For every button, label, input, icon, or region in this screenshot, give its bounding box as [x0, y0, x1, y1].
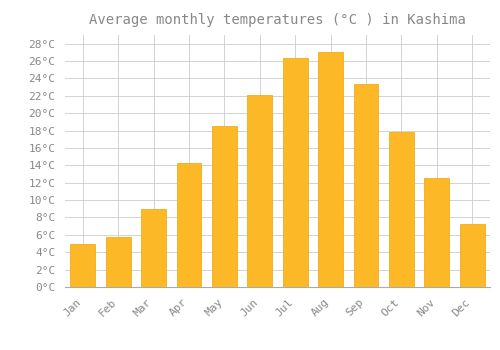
Bar: [248, 95, 272, 287]
Bar: [424, 178, 450, 287]
Bar: [106, 237, 130, 287]
Bar: [389, 132, 414, 287]
Bar: [176, 163, 202, 287]
Title: Average monthly temperatures (°C ) in Kashima: Average monthly temperatures (°C ) in Ka…: [89, 13, 466, 27]
Bar: [354, 84, 378, 287]
Bar: [283, 58, 308, 287]
Bar: [212, 126, 237, 287]
Bar: [318, 51, 343, 287]
Bar: [70, 244, 95, 287]
Bar: [460, 224, 484, 287]
Bar: [141, 209, 166, 287]
